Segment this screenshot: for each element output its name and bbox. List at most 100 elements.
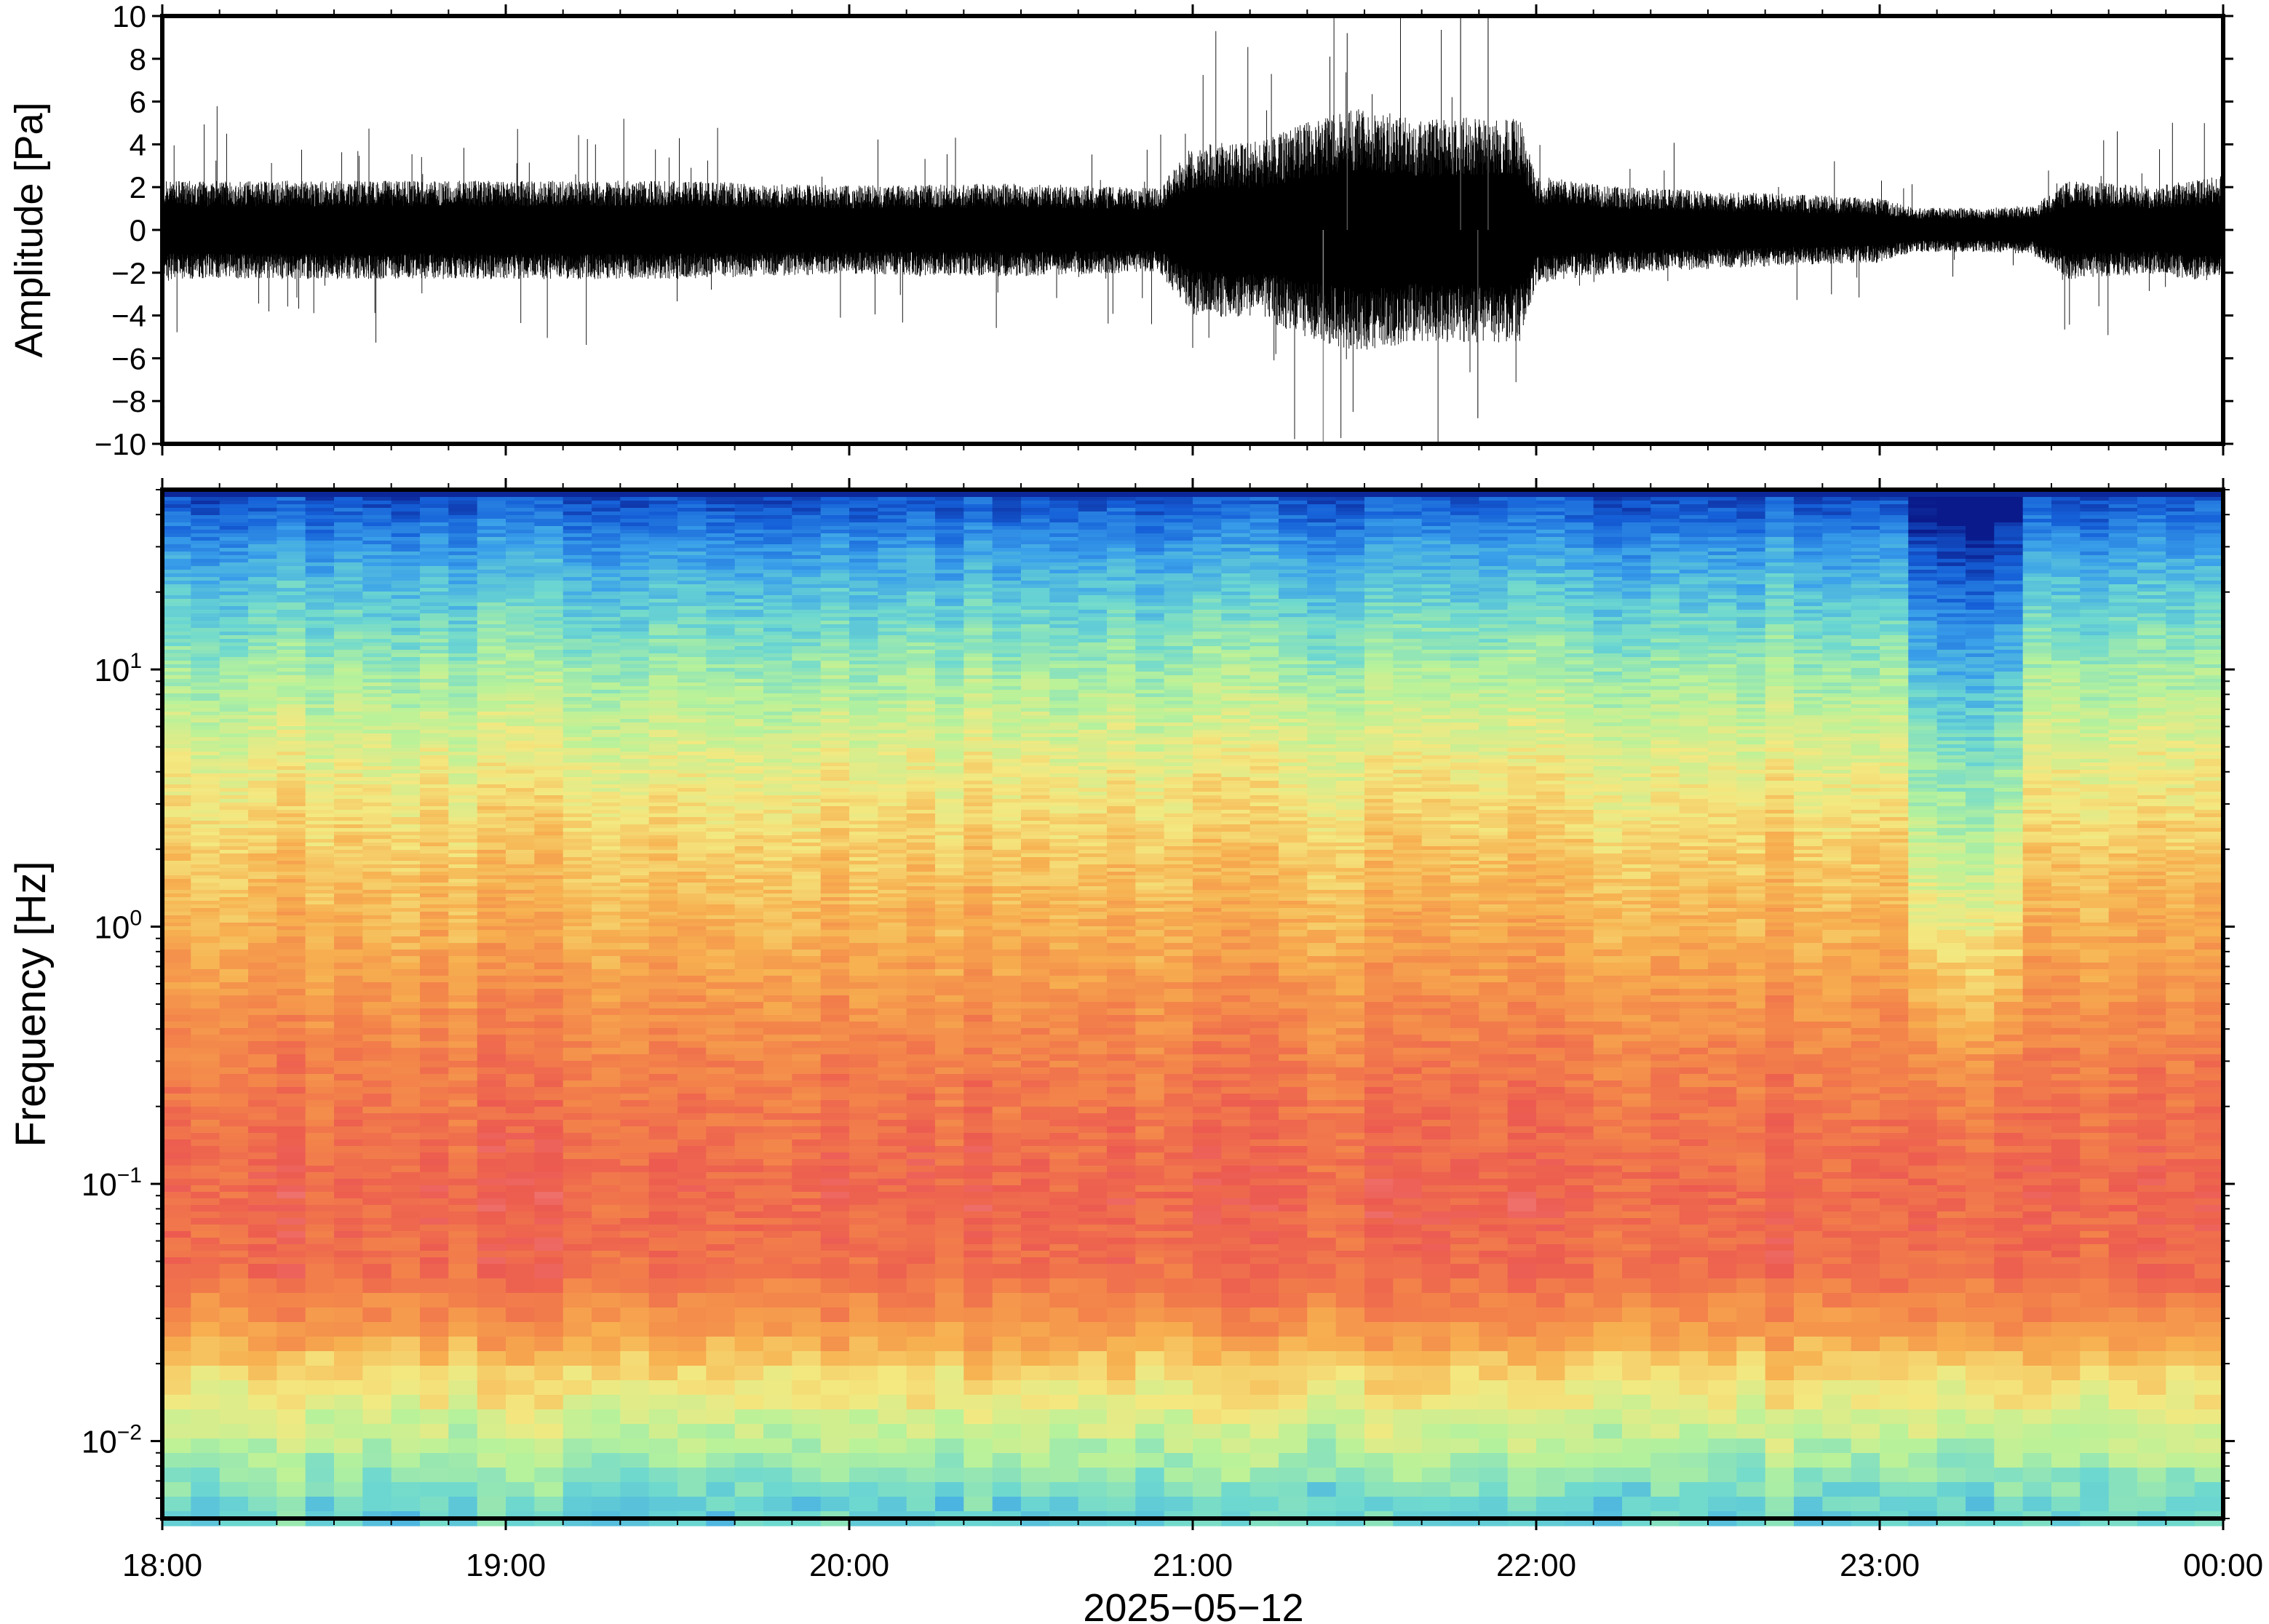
spectrogram-cell <box>162 657 192 661</box>
spectrogram-cell <box>706 741 736 745</box>
spectrogram-cell <box>477 1337 506 1352</box>
spectrogram-cell <box>820 519 850 523</box>
spectrogram-cell <box>849 1133 879 1140</box>
spectrogram-cell <box>362 599 392 603</box>
spectrogram-cell <box>878 915 907 920</box>
spectrogram-cell <box>734 657 764 661</box>
spectrogram-cell <box>219 548 249 552</box>
spectrogram-cell <box>191 1054 220 1062</box>
spectrogram-cell <box>620 1366 650 1381</box>
spectrogram-cell <box>219 752 249 756</box>
spectrogram-cell <box>391 741 421 745</box>
spectrogram-cell <box>506 969 536 976</box>
spectrogram-cell <box>506 1453 536 1468</box>
spectrogram-cell <box>734 544 764 549</box>
spectrogram-cell <box>792 704 822 709</box>
spectrogram-cell <box>305 861 335 865</box>
spectrogram-cell <box>191 1126 220 1134</box>
spectrogram-cell <box>592 982 621 990</box>
spectrogram-cell <box>420 821 450 825</box>
spectrogram-cell <box>334 926 364 931</box>
spectrogram-cell <box>792 1264 822 1279</box>
spectrogram-cell <box>849 548 879 552</box>
spectrogram-cell <box>763 930 793 937</box>
spectrogram-cell <box>592 1409 621 1425</box>
spectrogram-cell <box>648 650 678 654</box>
spectrogram-cell <box>677 788 707 792</box>
spectrogram-cell <box>849 1061 879 1068</box>
spectrogram-cell <box>448 1041 478 1048</box>
spectrogram-cell <box>420 497 450 501</box>
spectrogram-cell <box>334 1166 364 1173</box>
spectrogram-cell <box>191 737 220 741</box>
spectrogram-cell <box>563 1366 592 1381</box>
spectrogram-cell <box>420 1041 450 1048</box>
spectrogram-cell <box>277 846 306 851</box>
spectrogram-cell <box>506 1126 536 1134</box>
spectrogram-cell <box>305 577 335 581</box>
spectrogram-cell <box>563 1113 592 1121</box>
spectrogram-cell <box>191 559 220 563</box>
spectrogram-cell <box>420 493 450 498</box>
spectrogram-cell <box>506 784 536 789</box>
spectrogram-cell <box>620 1061 650 1068</box>
spectrogram-cell <box>792 675 822 680</box>
spectrogram-cell <box>878 624 907 629</box>
spectrogram-cell <box>734 1322 764 1337</box>
spectrogram-cell <box>792 1074 822 1081</box>
spectrogram-cell <box>763 1133 793 1140</box>
spectrogram-cell <box>706 533 736 538</box>
spectrogram-cell <box>620 1185 650 1193</box>
spectrogram-cell <box>391 1048 421 1055</box>
spectrogram-cell <box>534 1074 564 1081</box>
spectrogram-cell <box>534 883 564 887</box>
spectrogram-cell <box>305 501 335 505</box>
spectrogram-cell <box>477 642 506 647</box>
spectrogram-cell <box>534 632 564 636</box>
spectrogram-cell <box>305 632 335 636</box>
spectrogram-cell <box>706 1198 736 1206</box>
spectrogram-cell <box>534 584 564 589</box>
spectrogram-cell <box>219 828 249 832</box>
spectrogram-cell <box>677 817 707 821</box>
spectrogram-cell <box>820 533 850 538</box>
spectrogram-cell <box>763 1251 793 1258</box>
spectrogram-cell <box>592 1468 621 1483</box>
spectrogram-cell <box>305 995 335 1003</box>
spectrogram-cell <box>219 806 249 811</box>
spectrogram-cell <box>620 1100 650 1107</box>
spectrogram-cell <box>648 533 678 538</box>
spectrogram-cell <box>420 1278 450 1294</box>
spectrogram-cell <box>248 1482 278 1497</box>
spectrogram-cell <box>191 759 220 763</box>
spectrogram-cell <box>362 1041 392 1048</box>
spectrogram-cell <box>248 1107 278 1114</box>
spectrogram-cell <box>334 697 364 701</box>
spectrogram-cell <box>677 872 707 876</box>
spectrogram-cell <box>305 606 335 610</box>
spectrogram-cell <box>477 908 506 912</box>
spectrogram-cell <box>763 901 793 905</box>
spectrogram-cell <box>849 1468 879 1483</box>
spectrogram-cell <box>248 1139 278 1147</box>
spectrogram-cell <box>706 1041 736 1048</box>
spectrogram-cell <box>219 512 249 516</box>
spectrogram-cell <box>448 879 478 883</box>
spectrogram-cell <box>878 530 907 534</box>
spectrogram-cell <box>191 1133 220 1140</box>
spectrogram-cell <box>277 493 306 498</box>
spectrogram-cell <box>734 661 764 665</box>
spectrogram-cell <box>248 577 278 581</box>
spectrogram-cell <box>563 781 592 785</box>
spectrogram-cell <box>362 792 392 796</box>
spectrogram-cell <box>391 624 421 629</box>
spectrogram-cell <box>420 752 450 756</box>
spectrogram-cell <box>506 1113 536 1121</box>
spectrogram-cell <box>362 1211 392 1219</box>
spectrogram-cell <box>191 744 220 749</box>
spectrogram-cell <box>878 613 907 618</box>
spectrogram-cell <box>277 1126 306 1134</box>
spectrogram-cell <box>305 548 335 552</box>
spectrogram-cell <box>391 548 421 552</box>
spectrogram-cell <box>592 835 621 840</box>
